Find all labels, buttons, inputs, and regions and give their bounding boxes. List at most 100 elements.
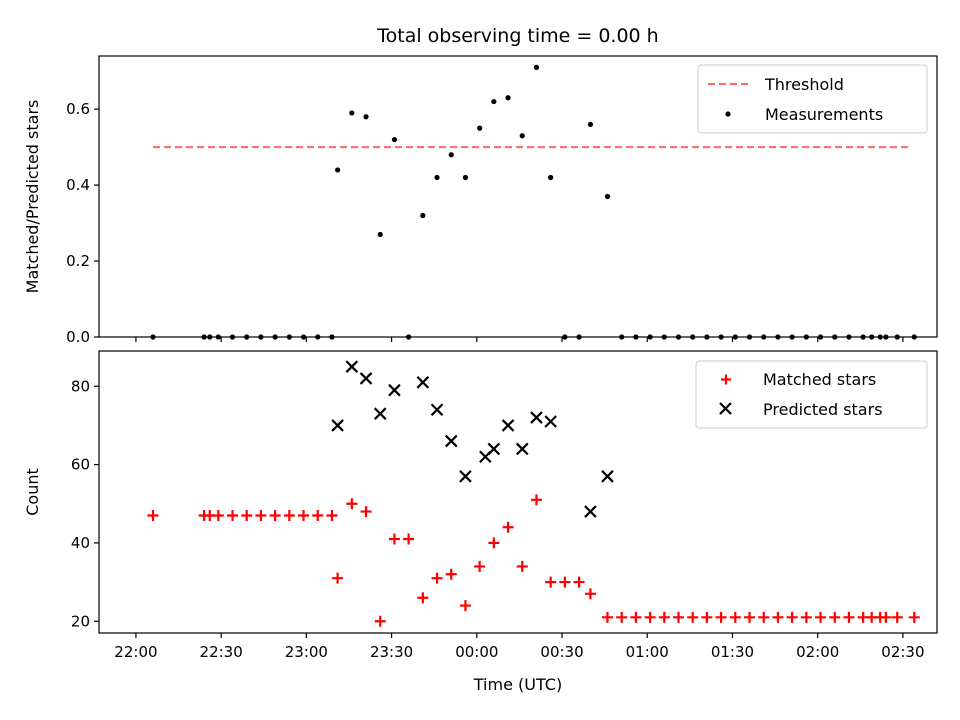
matched-legend-swatch xyxy=(721,374,731,385)
measurement-point xyxy=(391,136,398,143)
matched-star-point xyxy=(212,510,224,521)
chart-title: Total observing time = 0.00 h xyxy=(376,25,658,47)
measurement-point xyxy=(448,152,454,158)
measurement-point xyxy=(846,334,852,340)
matched-star-point xyxy=(241,510,253,521)
count-xtick-label: 01:00 xyxy=(626,643,669,661)
count-xtick-label: 02:30 xyxy=(881,643,924,661)
measurement-point xyxy=(229,334,236,340)
measurement-point xyxy=(201,334,207,340)
predicted-star-point xyxy=(373,407,387,420)
matched-star-point xyxy=(312,510,324,521)
measurement-point xyxy=(315,334,321,340)
matched-star-point xyxy=(298,510,310,521)
measurement-point xyxy=(215,334,221,340)
measurement-point xyxy=(832,334,838,340)
measurement-point xyxy=(661,334,667,340)
predicted-star-point xyxy=(416,376,430,389)
measurements-legend-label: Measurements xyxy=(765,105,883,124)
matched-star-point xyxy=(616,611,628,623)
ratio-ytick-label: 0.2 xyxy=(66,252,90,270)
matched-star-point xyxy=(417,592,429,604)
ratio-legend-box xyxy=(697,64,928,134)
matched-star-point xyxy=(346,498,358,510)
matched-star-point xyxy=(374,615,386,627)
measurement-point xyxy=(690,334,696,340)
count-xtick-label: 23:00 xyxy=(285,643,328,661)
matched-star-point xyxy=(459,600,471,612)
predicted-star-point xyxy=(601,470,614,483)
measurement-point xyxy=(619,334,625,340)
predicted-star-point xyxy=(544,415,557,428)
matched-star-point xyxy=(584,588,596,600)
measurement-point xyxy=(746,334,753,340)
measurement-point xyxy=(894,334,900,340)
measurement-point xyxy=(505,95,511,101)
matched-star-point xyxy=(786,611,798,623)
measurement-point xyxy=(883,334,889,340)
matched-star-point xyxy=(545,576,557,588)
matched-star-point xyxy=(488,537,500,549)
ratio-ytick-label: 0.6 xyxy=(66,100,90,118)
predicted-legend-label: Predicted stars xyxy=(763,400,883,419)
matched-star-point xyxy=(388,533,400,545)
measurement-point xyxy=(675,334,682,340)
measurement-point xyxy=(803,334,809,340)
measurement-point xyxy=(647,334,653,340)
predicted-star-point xyxy=(487,442,501,456)
matched-star-point xyxy=(360,506,372,518)
measurement-point xyxy=(300,334,307,340)
measurement-point xyxy=(718,334,724,340)
count-ytick-label: 60 xyxy=(71,456,90,474)
matched-star-point xyxy=(744,611,756,623)
matched-star-point xyxy=(530,494,542,506)
predicted-star-point xyxy=(359,372,373,385)
count-ytick-label: 20 xyxy=(71,612,90,630)
matched-star-point xyxy=(516,560,528,572)
count-xtick-label: 02:00 xyxy=(796,643,839,661)
measurement-point xyxy=(207,334,213,340)
measurement-point xyxy=(244,334,250,340)
ratio-ytick-label: 0.0 xyxy=(66,328,90,346)
count-ytick-label: 80 xyxy=(71,377,90,395)
count-xtick-label: 01:30 xyxy=(711,643,754,661)
count-legend-box xyxy=(695,360,928,429)
matched-star-point xyxy=(326,510,338,521)
matched-star-point xyxy=(908,611,920,623)
ratio-ytick-label: 0.4 xyxy=(66,176,90,194)
measurement-point xyxy=(548,174,554,181)
count-plot-ylabel: Count xyxy=(23,468,42,516)
ratio-plot: Matched/Predicted stars 0.0 0.2 0.4 0.6 xyxy=(23,55,938,346)
measurement-point xyxy=(420,212,426,219)
count-xtick-label: 22:30 xyxy=(200,643,243,661)
predicted-star-point xyxy=(430,403,444,417)
measurements-legend-swatch xyxy=(725,111,731,117)
matched-star-point xyxy=(601,611,613,623)
matched-star-point xyxy=(630,611,642,623)
ratio-plot-frame xyxy=(98,55,938,338)
matched-star-point xyxy=(644,611,656,623)
matched-star-point xyxy=(431,572,443,584)
measurement-point xyxy=(817,334,824,340)
matched-star-point xyxy=(573,576,585,588)
matched-star-point xyxy=(332,572,344,584)
count-ytick-label: 40 xyxy=(71,534,90,552)
measurement-point xyxy=(434,174,440,181)
measurement-point xyxy=(562,334,568,340)
matched-star-point xyxy=(445,568,457,580)
measurement-point xyxy=(732,334,738,340)
matched-star-point xyxy=(283,510,295,521)
ratio-plot-ylabel: Matched/Predicted stars xyxy=(23,100,42,294)
matched-star-point xyxy=(502,521,514,533)
count-plot-legend: Matched stars Predicted stars xyxy=(695,360,928,429)
ratio-plot-legend: Threshold Measurements xyxy=(697,64,928,134)
matched-star-point xyxy=(227,510,239,521)
matched-star-point xyxy=(559,576,571,588)
measurement-point xyxy=(258,334,264,340)
predicted-star-point xyxy=(331,419,344,432)
measurement-point xyxy=(462,174,469,181)
predicted-star-point xyxy=(388,383,401,397)
predicted-star-point xyxy=(584,505,597,518)
measurement-point xyxy=(349,110,355,116)
